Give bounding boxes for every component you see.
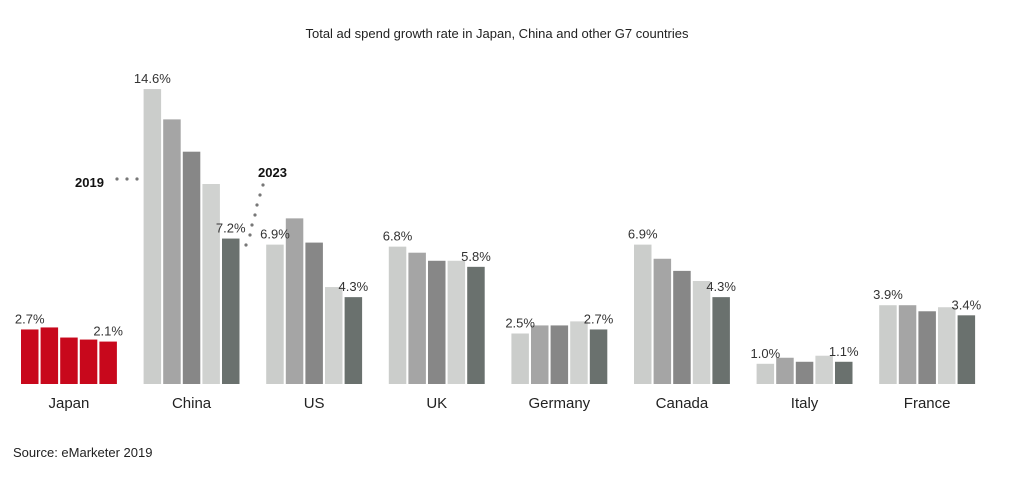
- data-label-france-2019: 3.9%: [873, 287, 903, 302]
- bar-us-2023: [344, 297, 363, 384]
- bar-uk-2022: [447, 260, 466, 384]
- category-label-china: China: [172, 395, 212, 412]
- bar-france-2019: [879, 305, 897, 384]
- source-note: Source: eMarketer 2019: [13, 445, 152, 460]
- category-label-germany: Germany: [529, 395, 591, 412]
- bar-canada-2020: [653, 258, 672, 384]
- category-label-canada: Canada: [656, 395, 709, 412]
- bar-japan-2019: [21, 329, 39, 384]
- data-label-japan-2019: 2.7%: [15, 311, 45, 326]
- bar-japan-2022: [79, 339, 98, 384]
- bar-china-2019: [143, 89, 162, 384]
- data-label-china-2019: 14.6%: [134, 71, 171, 86]
- category-label-us: US: [304, 395, 325, 412]
- bar-italy-2020: [776, 357, 794, 384]
- bar-germany-2020: [531, 325, 549, 384]
- category-label-japan: Japan: [49, 395, 90, 412]
- data-label-japan-2023: 2.1%: [93, 324, 123, 339]
- bar-canada-2022: [692, 280, 711, 384]
- data-label-us-2019: 6.9%: [260, 227, 290, 242]
- data-label-germany-2019: 2.5%: [505, 316, 535, 331]
- data-label-italy-2023: 1.1%: [829, 344, 859, 359]
- bars-layer: 2.7% 2.1% Japan 14.6% 7.2% China 6.9% 4.3% US 6.8…: [15, 71, 982, 412]
- bar-uk-2020: [408, 252, 426, 384]
- annotation-2023: 2023: [258, 165, 287, 180]
- data-label-canada-2023: 4.3%: [706, 279, 736, 294]
- bar-germany-2022: [570, 321, 588, 384]
- bar-germany-2023: [589, 329, 608, 384]
- annotation-2019-leader: [115, 177, 139, 181]
- bar-china-2023: [222, 238, 240, 384]
- bar-us-2019: [266, 244, 284, 384]
- bar-japan-2020: [40, 327, 59, 384]
- bar-us-2021: [305, 242, 323, 384]
- bar-uk-2023: [467, 266, 485, 384]
- bar-japan-2021: [60, 337, 78, 384]
- bar-italy-2019: [756, 363, 775, 384]
- category-label-france: France: [904, 395, 951, 412]
- bar-italy-2021: [795, 361, 814, 384]
- data-label-canada-2019: 6.9%: [628, 227, 658, 242]
- bar-china-2020: [163, 119, 181, 384]
- bar-france-2023: [957, 315, 976, 384]
- annotation-2023-leader: [244, 183, 265, 247]
- category-label-italy: Italy: [791, 395, 819, 412]
- data-label-italy-2019: 1.0%: [751, 346, 781, 361]
- bar-france-2020: [898, 305, 917, 384]
- bar-uk-2021: [428, 260, 446, 384]
- bar-us-2022: [325, 287, 343, 384]
- bar-canada-2023: [712, 297, 730, 384]
- bar-canada-2019: [634, 244, 652, 384]
- bar-china-2021: [182, 151, 201, 384]
- data-label-uk-2023: 5.8%: [461, 249, 491, 264]
- data-label-france-2023: 3.4%: [952, 297, 982, 312]
- annotation-2019: 2019: [75, 175, 104, 190]
- bar-japan-2023: [99, 341, 117, 384]
- bar-france-2021: [918, 311, 936, 384]
- bar-canada-2021: [673, 270, 691, 384]
- bar-uk-2019: [388, 246, 407, 384]
- bar-china-2022: [202, 184, 220, 384]
- bar-us-2020: [285, 218, 304, 384]
- data-label-china-2023: 7.2%: [216, 221, 246, 236]
- data-label-germany-2023: 2.7%: [584, 311, 614, 326]
- category-label-uk: UK: [426, 395, 447, 412]
- bar-italy-2022: [815, 355, 833, 384]
- chart-title: Total ad spend growth rate in Japan, Chi…: [305, 26, 689, 41]
- data-label-uk-2019: 6.8%: [383, 229, 413, 244]
- bar-germany-2021: [550, 325, 569, 384]
- data-label-us-2023: 4.3%: [339, 279, 369, 294]
- bar-france-2022: [938, 307, 956, 384]
- bar-italy-2023: [835, 361, 853, 384]
- bar-germany-2019: [511, 333, 529, 384]
